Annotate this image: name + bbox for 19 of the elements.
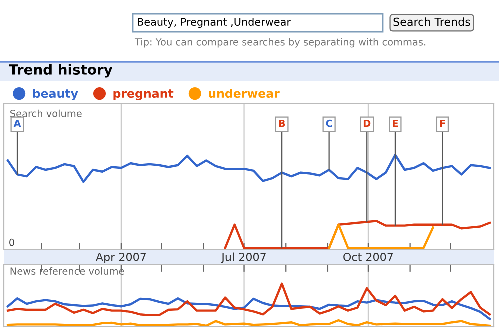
- annotation: D: [364, 120, 371, 128]
- annotation: B: [279, 120, 286, 128]
- annotation: E: [393, 120, 398, 128]
- legend-label: pregnant: [114, 90, 174, 100]
- text: Tip: You can compare searches by separating with commas.: [134, 38, 426, 48]
- annotation: A: [14, 120, 22, 128]
- legend-label: underwear: [209, 88, 280, 98]
- chart-title: Trend history: [9, 64, 113, 78]
- text: Search Trends: [394, 18, 470, 26]
- annotation: C: [326, 120, 332, 128]
- y-axis-title: Search volume: [10, 110, 82, 118]
- annotation: F: [440, 120, 446, 128]
- y-axis-title: News reference volume: [10, 267, 124, 276]
- annotation: 0: [10, 238, 14, 246]
- x-tick-label: Oct 2007: [344, 252, 394, 262]
- x-tick-label: Jul 2007: [221, 252, 266, 264]
- x-tick-label: Apr 2007: [96, 252, 146, 264]
- legend-label: beauty: [33, 88, 78, 100]
- text: Beauty, Pregnant ,Underwear: [138, 18, 291, 28]
